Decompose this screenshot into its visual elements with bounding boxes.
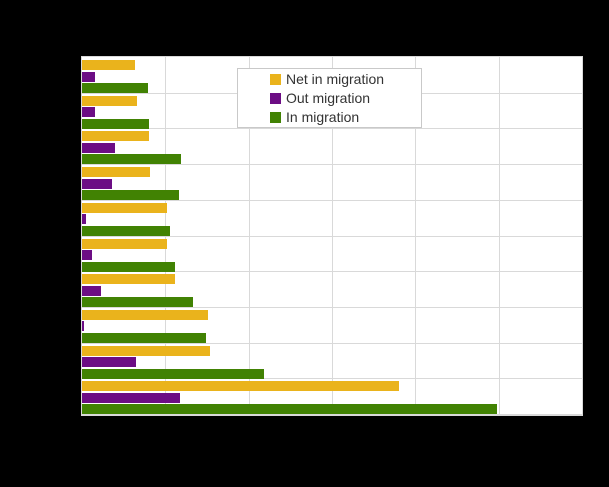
- horizontal-gridline: [82, 128, 582, 129]
- bar-in-migration: [82, 83, 148, 93]
- bar-out-migration: [82, 72, 95, 82]
- bar-in-migration: [82, 226, 170, 236]
- vertical-gridline: [332, 57, 333, 414]
- in-migration-swatch-icon: [270, 111, 281, 123]
- bar-out-migration: [82, 357, 136, 367]
- legend-label: In migration: [286, 108, 360, 125]
- legend-item-out-migration: Out migration: [270, 89, 421, 108]
- horizontal-gridline: [82, 271, 582, 272]
- bar-net-in-migration: [82, 346, 210, 356]
- bar-in-migration: [82, 190, 179, 200]
- bar-net-in-migration: [82, 203, 167, 213]
- bar-net-in-migration: [82, 381, 399, 391]
- legend-item-net-in-migration: Net in migration: [270, 70, 421, 89]
- bar-out-migration: [82, 179, 112, 189]
- vertical-gridline: [415, 57, 416, 414]
- vertical-gridline: [249, 57, 250, 414]
- bar-out-migration: [82, 143, 115, 153]
- bar-net-in-migration: [82, 96, 137, 106]
- out-migration-swatch-icon: [270, 92, 281, 104]
- bar-net-in-migration: [82, 310, 208, 320]
- bar-out-migration: [82, 286, 101, 296]
- horizontal-gridline: [82, 236, 582, 237]
- bar-in-migration: [82, 404, 497, 414]
- legend-label: Out migration: [286, 89, 371, 106]
- bar-in-migration: [82, 262, 175, 272]
- legend-item-in-migration: In migration: [270, 108, 421, 127]
- legend: Net in migration Out migration In migratio…: [237, 68, 422, 128]
- horizontal-gridline: [82, 343, 582, 344]
- bar-in-migration: [82, 333, 206, 343]
- vertical-gridline: [499, 57, 500, 414]
- bar-out-migration: [82, 214, 86, 224]
- net-in-migration-swatch-icon: [270, 73, 281, 85]
- bar-in-migration: [82, 119, 149, 129]
- bar-out-migration: [82, 321, 84, 331]
- bar-out-migration: [82, 107, 95, 117]
- bar-net-in-migration: [82, 131, 149, 141]
- bar-net-in-migration: [82, 274, 175, 284]
- horizontal-gridline: [82, 378, 582, 379]
- bar-in-migration: [82, 154, 181, 164]
- bar-in-migration: [82, 297, 193, 307]
- horizontal-gridline: [82, 307, 582, 308]
- bar-in-migration: [82, 369, 264, 379]
- bar-net-in-migration: [82, 60, 135, 70]
- bar-net-in-migration: [82, 239, 167, 249]
- horizontal-gridline: [82, 200, 582, 201]
- legend-label: Net in migration: [286, 70, 385, 87]
- plot-area: Net in migration Out migration In migratio…: [81, 56, 583, 416]
- bar-net-in-migration: [82, 167, 150, 177]
- bar-out-migration: [82, 393, 180, 403]
- horizontal-gridline: [82, 164, 582, 165]
- bar-out-migration: [82, 250, 92, 260]
